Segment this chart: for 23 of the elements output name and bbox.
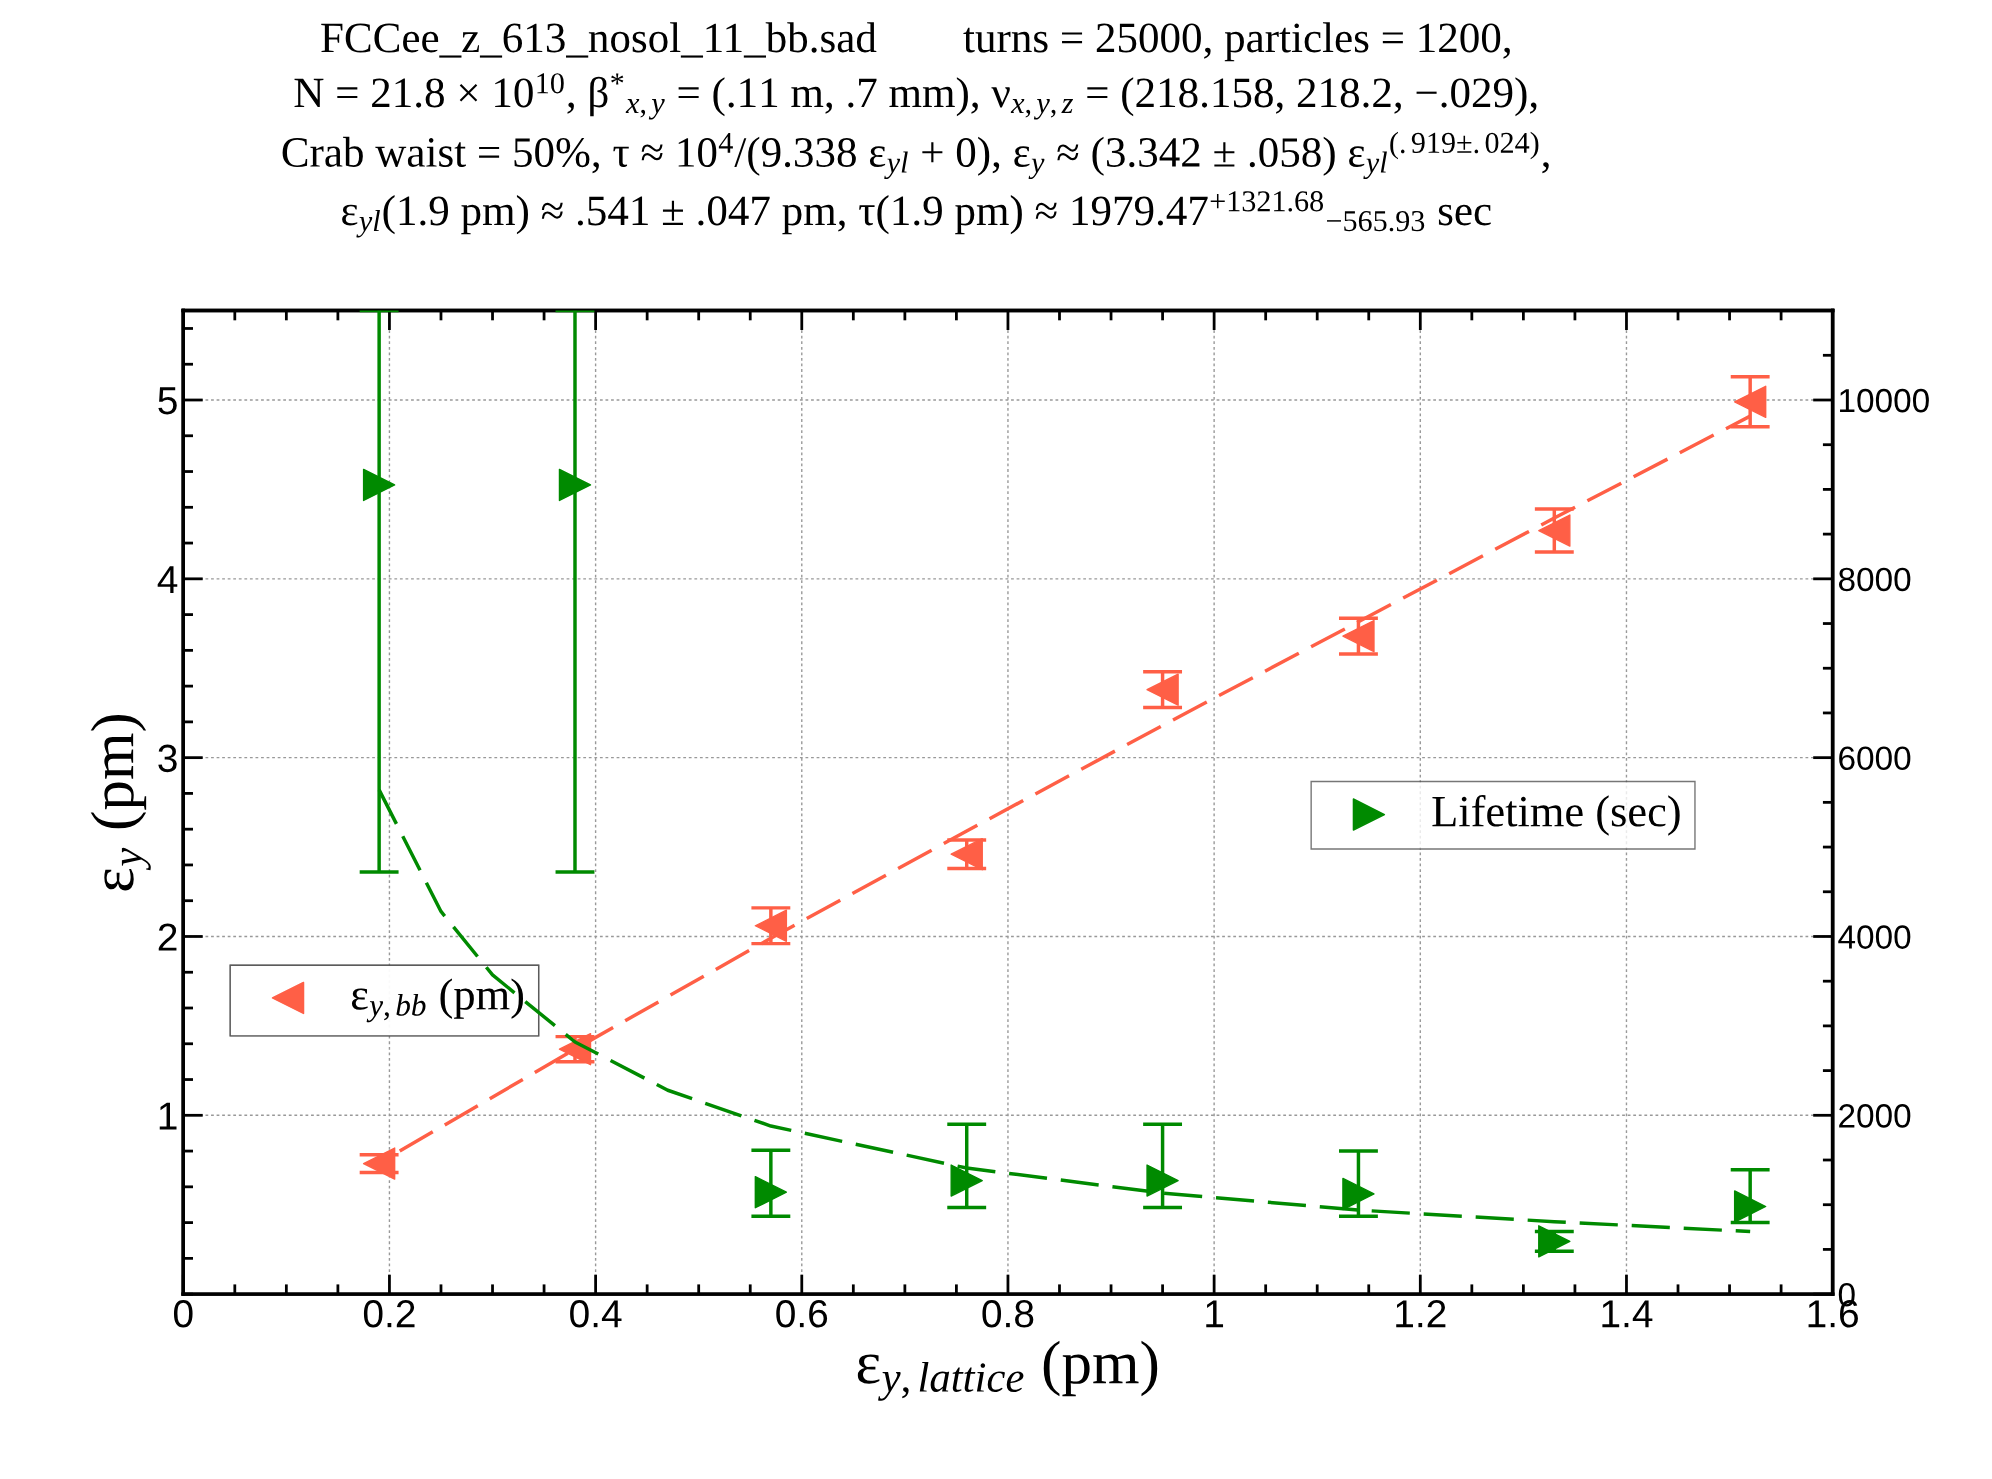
legend-label: Lifetime (sec) [1432, 794, 1680, 836]
y-tick-label: 5 [158, 387, 177, 415]
chart-title: FCCee_z_613_nosol_11_bb.sad turns = 25000, particles = 1200, N = 21.8 × 10$^{10}$, β$^{*}$$_{x,y}$ = (.11 m, .7 mm), ν$_{x,y,z}$ = (218.158, 218.2, −.029), Crab waist = 50%, τ ≈ 10$^{4}$/(9.338 ε$_{yl}$ + 0), ε$_{y}$ ≈ (3.342 ± .058) ε$_{yl}$$^{(.919±.024)}$, ε$_{yl}$(1.9 pm) ≈ .541 ± .047 pm, τ(1.9 pm) ≈ 1979.47$^{+1321.68}$$_{−565.93}$ sec [282, 22, 1549, 238]
x-tick-label: 0.6 [776, 1300, 828, 1328]
x-tick-label: 0.4 [570, 1300, 622, 1328]
y-axis-title: ε$_{y}$ (pm) [90, 714, 151, 891]
y-tick-label: 1 [159, 1102, 177, 1130]
legend-label: ε$_{y,bb}$ (pm) [351, 978, 524, 1023]
y2-tick-label: 4000 [1838, 925, 1911, 949]
y2-tick-label: 8000 [1838, 567, 1911, 592]
x-tick-label: 0.2 [363, 1300, 415, 1328]
y-tick-label: 2 [158, 923, 177, 951]
y2-tick-label: 2000 [1839, 1104, 1911, 1128]
x-tick-label: 1.2 [1396, 1300, 1446, 1328]
y-tick-label: 4 [157, 566, 178, 593]
x-tick-label: 0 [173, 1300, 193, 1328]
x-tick-label: 0.8 [982, 1300, 1034, 1328]
y2-tick-label: 6000 [1839, 746, 1911, 771]
y-tick-label: 3 [158, 744, 177, 773]
x-tick-label: 1 [1206, 1300, 1224, 1328]
x-tick-label: 1.4 [1602, 1300, 1653, 1328]
x-axis-title: ε$_{y,lattice}$ (pm) [857, 1340, 1158, 1401]
y2-tick-label: 10000 [1840, 388, 1929, 413]
